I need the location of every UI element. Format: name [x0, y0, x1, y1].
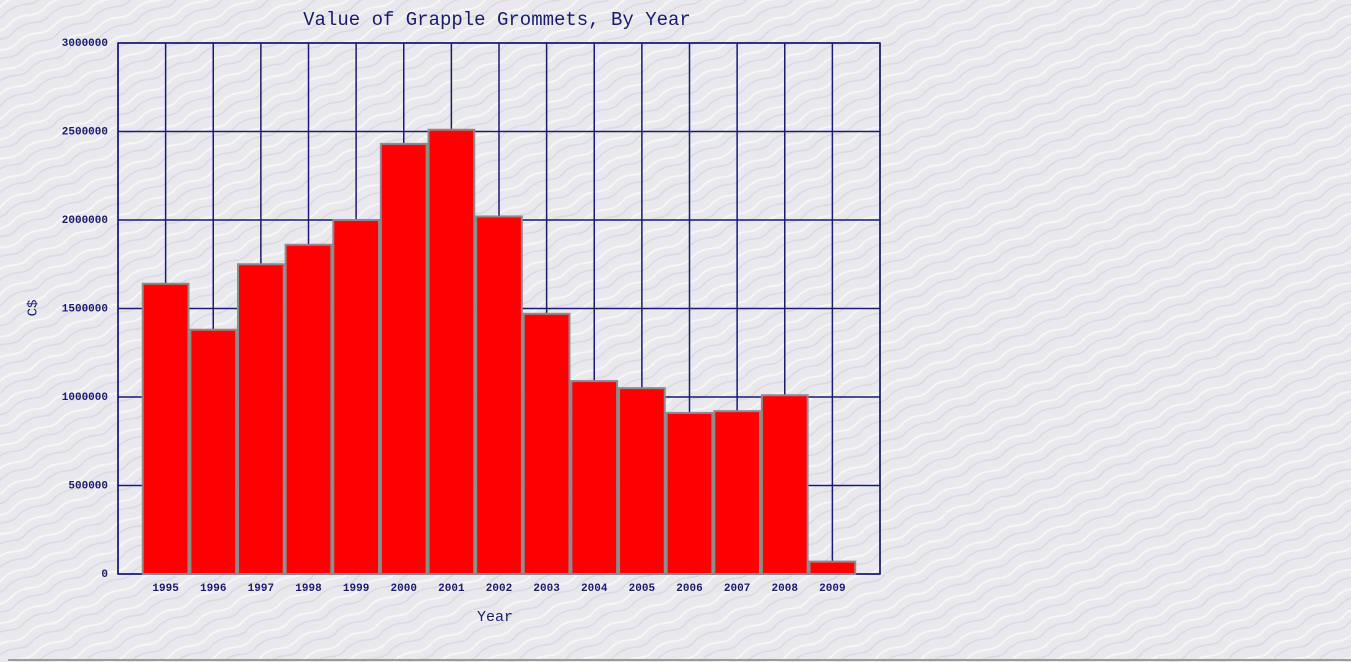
- x-tick-label: 2008: [772, 583, 799, 595]
- y-tick-label: 2000000: [62, 215, 108, 227]
- bar: [379, 142, 428, 575]
- y-axis-label: C$: [26, 300, 42, 317]
- x-tick-label: 2004: [581, 583, 608, 595]
- x-tick-label: 2005: [629, 583, 656, 595]
- x-tick-label: 1999: [343, 583, 369, 595]
- bar: [618, 387, 666, 575]
- x-tick-label: 2007: [724, 583, 750, 595]
- bar: [760, 394, 809, 576]
- y-tick-label: 2500000: [62, 126, 108, 138]
- y-tick-label: 1000000: [62, 392, 108, 404]
- x-axis-label: Year: [477, 609, 513, 626]
- x-tick-label: 2009: [819, 583, 845, 595]
- bar: [713, 410, 761, 575]
- y-tick-label: 3000000: [62, 38, 108, 50]
- bar: [570, 380, 619, 575]
- bar: [141, 282, 190, 575]
- x-tick-label: 2001: [438, 583, 465, 595]
- y-tick-label: 0: [101, 569, 108, 581]
- bar: [665, 411, 714, 575]
- x-tick-label: 2003: [533, 583, 560, 595]
- bar: [237, 263, 285, 575]
- x-tick-label: 1995: [152, 583, 179, 595]
- bar: [427, 128, 476, 575]
- y-tick-label: 1500000: [62, 303, 108, 315]
- x-tick-label: 2002: [486, 583, 512, 595]
- bar: [332, 219, 380, 575]
- x-tick-label: 1998: [295, 583, 322, 595]
- chart-title: Value of Grapple Grommets, By Year: [303, 9, 691, 31]
- bar: [189, 328, 238, 575]
- x-tick-label: 2000: [391, 583, 417, 595]
- bar: [522, 312, 571, 575]
- bar: [808, 560, 857, 575]
- x-tick-label: 1997: [248, 583, 274, 595]
- bar: [475, 215, 523, 576]
- x-tick-label: 1996: [200, 583, 226, 595]
- y-tick-label: 500000: [68, 480, 108, 492]
- x-tick-label: 2006: [676, 583, 702, 595]
- bar: [284, 243, 333, 575]
